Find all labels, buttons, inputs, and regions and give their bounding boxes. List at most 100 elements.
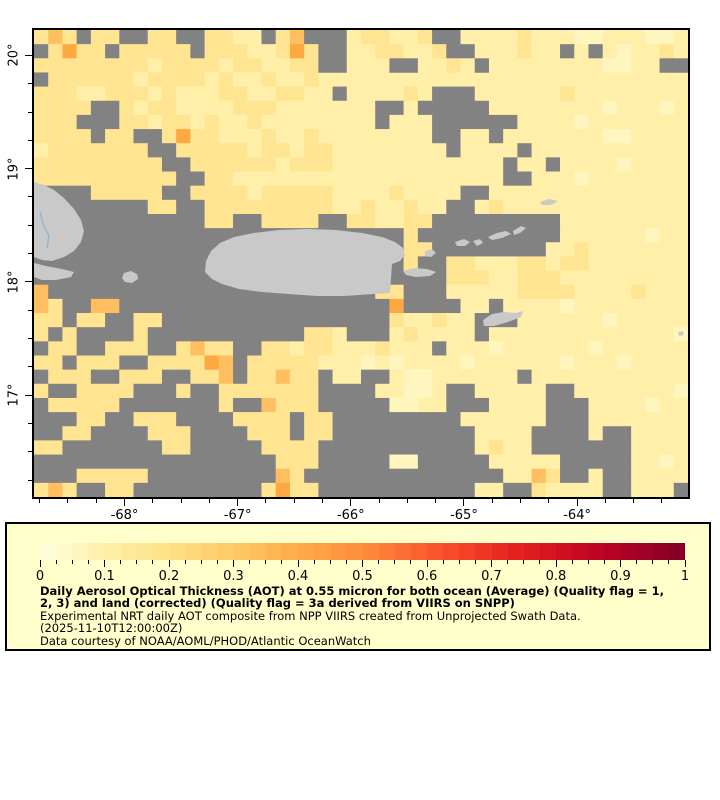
lat-minor-tick (28, 338, 32, 339)
aot-cell (645, 185, 660, 201)
aot-cell (304, 72, 319, 87)
aot-cell (275, 72, 291, 87)
aot-cell (105, 341, 120, 356)
aot-cell (147, 397, 163, 413)
lon-tick-label: -65° (450, 508, 478, 523)
colorbar-block (443, 543, 460, 560)
aot-cell (304, 143, 319, 158)
aot-cell (261, 44, 276, 59)
aot-cell (233, 468, 248, 484)
aot-cell (76, 454, 92, 469)
aot-cell (460, 228, 476, 243)
aot-cell (90, 213, 106, 229)
colorbar-major-tick (39, 560, 41, 567)
aot-cell (247, 482, 262, 497)
aot-cell (616, 86, 632, 102)
aot-cell (645, 369, 660, 385)
aot-cell (616, 44, 632, 59)
aot-cell (204, 213, 220, 229)
aot-cell (616, 468, 632, 484)
aot-cell (417, 185, 433, 201)
aot-cell (602, 482, 618, 497)
aot-cell (233, 355, 248, 370)
colorbar-tick-label: 0.6 (416, 569, 438, 584)
aot-cell (588, 482, 603, 497)
aot-cell (631, 327, 646, 342)
aot-cell (261, 383, 276, 399)
aot-cell (233, 383, 248, 399)
aot-cell (34, 327, 49, 342)
colorbar-block (201, 543, 218, 560)
aot-cell (34, 454, 49, 469)
colorbar-minor-tick (71, 560, 73, 564)
aot-cell (332, 114, 348, 130)
aot-cell (218, 86, 234, 102)
aot-cell (76, 327, 92, 342)
aot-cell (531, 213, 547, 229)
aot-cell (574, 482, 589, 497)
aot-cell (659, 482, 675, 497)
aot-cell (318, 369, 333, 385)
aot-cell (659, 412, 675, 427)
aot-cell (545, 454, 561, 469)
aot-cell (346, 199, 362, 215)
colorbar-minor-tick (281, 560, 283, 564)
aot-cell (48, 30, 63, 45)
aot-cell (389, 412, 404, 427)
lon-minor-tick (293, 499, 295, 503)
aot-cell (119, 327, 134, 342)
aot-cell (645, 327, 660, 342)
aot-cell (332, 58, 348, 73)
aot-cell (176, 468, 191, 484)
colorbar-block (475, 543, 492, 560)
aot-cell (161, 270, 177, 286)
aot-cell (517, 242, 532, 257)
aot-cell (304, 482, 319, 497)
aot-cell (48, 157, 63, 172)
aot-cell (446, 369, 461, 385)
aot-cell (531, 129, 547, 144)
aot-cell (673, 114, 688, 130)
lat-tick-label: 18° (6, 270, 22, 294)
aot-cell (247, 327, 262, 342)
aot-cell (460, 355, 476, 370)
aot-cell (645, 199, 660, 215)
aot-cell (503, 454, 518, 469)
aot-cell (90, 397, 106, 413)
aot-cell (147, 284, 163, 300)
aot-cell (432, 412, 447, 427)
aot-cell (304, 397, 319, 413)
aot-cell (161, 397, 177, 413)
aot-cell (531, 44, 547, 59)
aot-cell (346, 412, 362, 427)
aot-cell (147, 157, 163, 172)
aot-cell (588, 270, 603, 286)
aot-cell (403, 171, 419, 186)
aot-cell (545, 30, 561, 45)
aot-cell (645, 114, 660, 130)
aot-cell (332, 369, 348, 385)
aot-cell (261, 341, 276, 356)
aot-cell (204, 313, 220, 328)
aot-cell (133, 426, 149, 441)
aot-cell (517, 454, 532, 469)
aot-cell (503, 482, 518, 497)
aot-cell (560, 171, 575, 186)
aot-cell (531, 185, 547, 201)
aot-data-grid (34, 30, 688, 497)
aot-cell (133, 468, 149, 484)
aot-cell (261, 397, 276, 413)
aot-cell (517, 157, 532, 172)
aot-cell (474, 157, 490, 172)
aot-cell (90, 100, 106, 116)
aot-cell (531, 157, 547, 172)
aot-cell (247, 129, 262, 144)
aot-cell (417, 355, 433, 370)
aot-cell (645, 440, 660, 455)
aot-cell (446, 114, 461, 130)
aot-cell (204, 72, 220, 87)
aot-cell (105, 86, 120, 102)
aot-cell (48, 383, 63, 399)
aot-cell (474, 468, 490, 484)
aot-cell (304, 341, 319, 356)
